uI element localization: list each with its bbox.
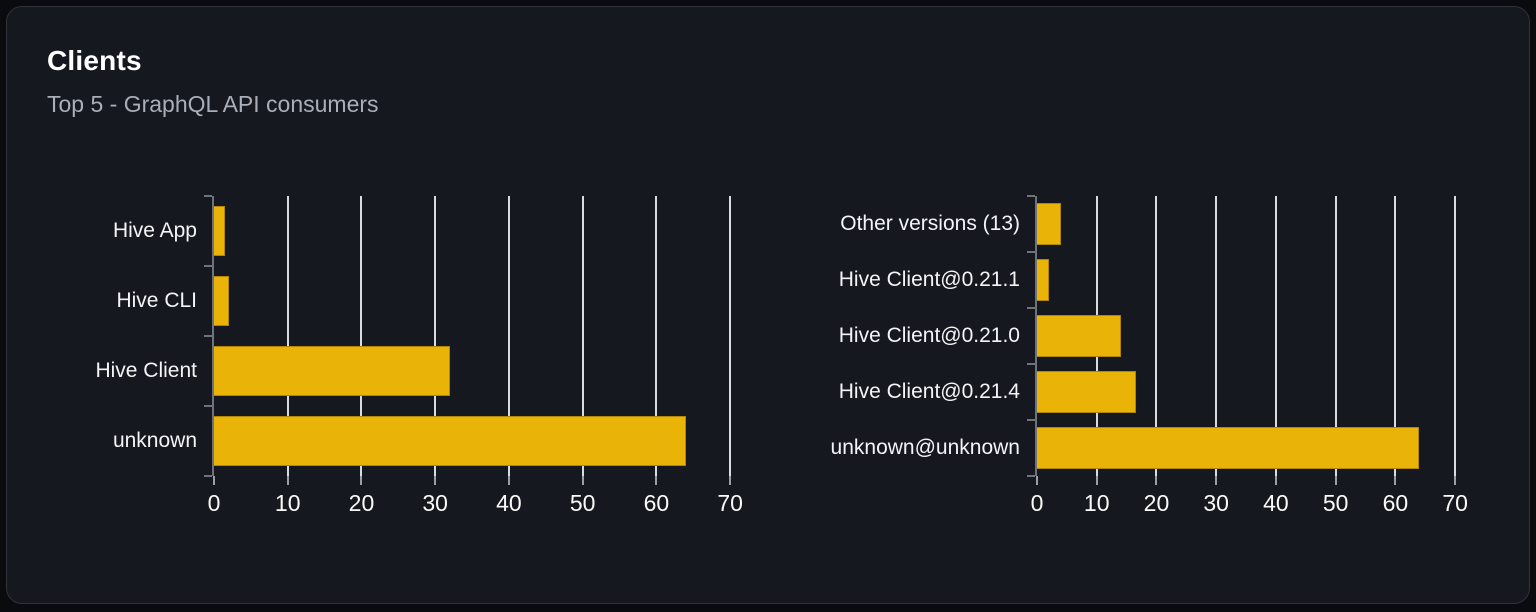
x-axis-tick	[1095, 476, 1098, 485]
y-axis-tick	[1027, 419, 1035, 421]
category-label: Other versions (13)	[840, 212, 1020, 235]
x-axis-tick	[434, 476, 437, 485]
x-axis-tick-label: 30	[1203, 490, 1229, 516]
category-label: Hive Client@0.21.4	[838, 380, 1020, 403]
gridline	[1155, 196, 1158, 476]
gridline	[360, 196, 363, 476]
x-axis-tick-label: 70	[717, 490, 743, 516]
card-subtitle: Top 5 - GraphQL API consumers	[47, 91, 379, 117]
x-axis-tick	[1454, 476, 1457, 485]
x-axis-tick-label: 60	[1382, 490, 1409, 516]
category-label: Hive CLI	[116, 289, 197, 312]
x-axis-tick	[1036, 476, 1038, 485]
x-axis-tick-label: 10	[274, 490, 301, 516]
x-axis-tick	[1394, 476, 1397, 485]
bar-row	[1037, 364, 1485, 420]
y-axis-tick	[1027, 195, 1035, 197]
x-axis-tick	[1334, 476, 1337, 485]
clients-by-name-chart: Hive App Hive CLI Hive Client unknown 0 10 20 3…	[47, 195, 767, 516]
x-axis-tick	[1155, 476, 1158, 485]
clients-card: Clients Top 5 - GraphQL API consumers Hi…	[6, 6, 1530, 604]
x-axis-tick-label: 10	[1083, 490, 1110, 516]
bar-row	[214, 266, 767, 336]
x-axis-tick	[581, 476, 584, 485]
gridline	[1215, 196, 1218, 476]
bar-hive-cli[interactable]	[214, 276, 229, 326]
bar-hive-app[interactable]	[214, 206, 226, 256]
y-axis-tick	[1027, 251, 1035, 253]
bar-unknown-unknown[interactable]	[1037, 427, 1420, 469]
gridline	[655, 196, 658, 476]
bar-unknown[interactable]	[214, 416, 686, 466]
x-axis-tick	[507, 476, 510, 485]
category-label: unknown@unknown	[830, 436, 1020, 459]
y-axis-tick	[204, 335, 212, 337]
y-axis-tick	[204, 265, 212, 267]
card-title: Clients	[47, 45, 142, 76]
category-label: Hive Client@0.21.0	[838, 324, 1020, 347]
gridline	[286, 196, 289, 476]
x-axis-tick	[1215, 476, 1218, 485]
gridline	[729, 196, 732, 476]
x-axis-tick	[213, 476, 215, 485]
gridline	[507, 196, 510, 476]
bar-hive-client[interactable]	[214, 346, 450, 396]
x-axis-tick	[360, 476, 363, 485]
y-axis-labels: Other versions (13) Hive Client@0.21.1 Hiv…	[785, 196, 1035, 476]
gridline	[1394, 196, 1397, 476]
y-axis-tick	[1027, 363, 1035, 365]
bar-hive-client-0-21-1[interactable]	[1037, 259, 1049, 301]
bar-row	[214, 336, 767, 406]
x-axis-tick-label: 40	[1263, 490, 1289, 516]
bar-row	[214, 406, 767, 476]
x-axis-tick	[286, 476, 289, 485]
x-axis-tick	[729, 476, 732, 485]
x-axis-tick-label: 40	[496, 490, 522, 516]
x-axis-tick-label: 50	[1322, 490, 1349, 516]
x-axis-tick-label: 20	[348, 490, 375, 516]
plot-area: 0 10 20 30 40 50 60 70	[1027, 195, 1485, 516]
y-axis-tick	[204, 405, 212, 407]
x-axis-tick	[655, 476, 658, 485]
bar-row	[214, 196, 767, 266]
gridline	[434, 196, 437, 476]
y-axis-tick	[204, 195, 212, 197]
category-label: Hive Client	[95, 359, 197, 382]
charts-row: Hive App Hive CLI Hive Client unknown 0 10 20 3…	[47, 195, 1489, 516]
gridline	[1454, 196, 1457, 476]
y-axis-labels: Hive App Hive CLI Hive Client unknown	[47, 196, 212, 476]
x-axis-tick-label: 30	[422, 490, 448, 516]
category-label: unknown	[112, 429, 197, 452]
y-axis-tick	[204, 475, 212, 477]
y-axis-tick	[1027, 307, 1035, 309]
bar-row	[1037, 196, 1485, 252]
clients-by-version-chart: Other versions (13) Hive Client@0.21.1 Hiv…	[785, 195, 1485, 516]
bar-hive-client-0-21-4[interactable]	[1037, 371, 1136, 413]
bar-row	[1037, 252, 1485, 308]
x-axis-tick-label: 20	[1143, 490, 1170, 516]
y-axis-tick	[1027, 475, 1035, 477]
x-axis-tick-label: 50	[569, 490, 596, 516]
x-axis-tick-label: 0	[1030, 490, 1044, 516]
category-label: Hive Client@0.21.1	[838, 268, 1020, 291]
x-axis-tick-label: 70	[1442, 490, 1468, 516]
x-axis-tick-label: 0	[207, 490, 221, 516]
category-label: Hive App	[112, 219, 197, 242]
gridline	[1334, 196, 1337, 476]
gridline	[581, 196, 584, 476]
bar-row	[1037, 420, 1485, 476]
x-axis-tick	[1274, 476, 1277, 485]
gridline	[1274, 196, 1277, 476]
bar-row	[1037, 308, 1485, 364]
x-axis-tick-label: 60	[643, 490, 670, 516]
plot-area: 0 10 20 30 40 50 60 70	[204, 195, 767, 516]
bar-hive-client-0-21-0[interactable]	[1037, 315, 1121, 357]
bar-other-versions-13-[interactable]	[1037, 203, 1061, 245]
